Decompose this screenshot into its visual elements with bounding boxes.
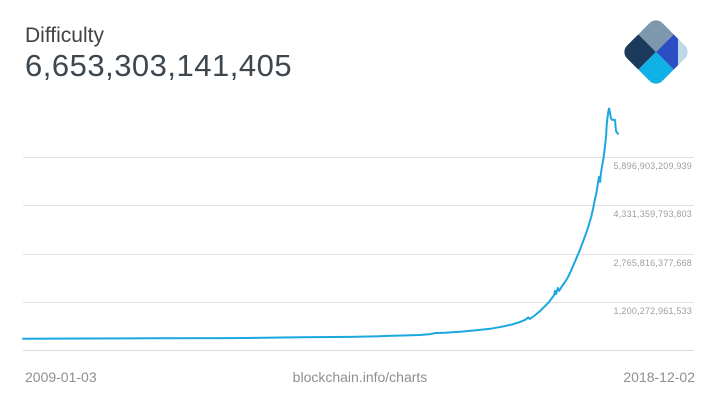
gridline: [23, 205, 694, 207]
gridline: [23, 253, 694, 255]
y-axis-label: 5,896,903,209,939: [613, 161, 692, 171]
x-axis-line: [23, 350, 694, 351]
gridline: [23, 157, 694, 158]
y-axis-label: 2,765,816,377,668: [613, 257, 692, 268]
gridline: [23, 301, 694, 303]
current-value: 6,653,303,141,405: [25, 48, 293, 83]
y-axis-label: 1,200,272,961,533: [613, 305, 692, 316]
chart-header: Difficulty 6,653,303,141,405: [25, 24, 292, 84]
source-attribution: blockchain.info/charts: [0, 369, 720, 385]
chart-title: Difficulty: [25, 24, 104, 47]
chart-footer: 2009-01-03 blockchain.info/charts 2018-1…: [0, 369, 720, 387]
x-axis-start-date: 2009-01-03: [25, 369, 97, 385]
difficulty-line-path: [22, 107, 619, 340]
y-axis-label: 4,331,359,793,803: [613, 209, 692, 220]
x-axis-end-date: 2018-12-02: [623, 369, 695, 385]
source-link[interactable]: blockchain.info/charts: [292, 369, 428, 385]
